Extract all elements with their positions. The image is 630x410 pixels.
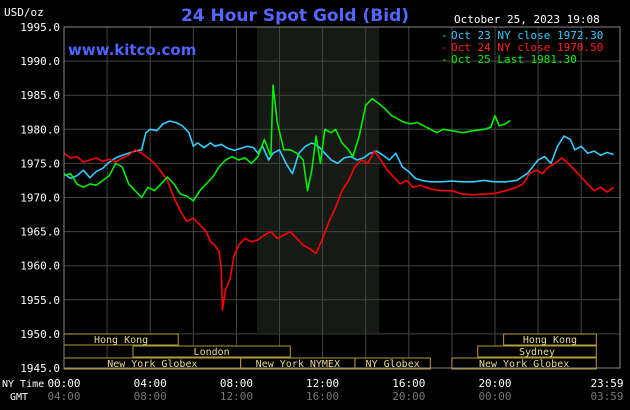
legend: - Oct 23 NY close 1972.30 - Oct 24 NY cl… bbox=[441, 29, 603, 66]
x-tick-labels: 00:00 04:00 08:00 12:00 16:00 20:00 23:5904:00… bbox=[47, 377, 623, 403]
legend-bullet: - bbox=[441, 29, 448, 42]
legend-entry-oct25: Oct 25 Last 1981.30 bbox=[451, 53, 577, 66]
session-bar bbox=[451, 357, 597, 370]
session-label: Hong Kong bbox=[94, 335, 148, 346]
legend-bullet: - bbox=[441, 53, 448, 66]
y-tick-label: 1970.0 bbox=[20, 192, 60, 205]
x-tick-label-gmt: 08:00 bbox=[134, 390, 167, 403]
x-tick-label-gmt: 20:00 bbox=[392, 390, 425, 403]
series-line-2 bbox=[63, 84, 511, 202]
session-label: Sydney bbox=[519, 347, 555, 358]
session-label: New York Globex bbox=[479, 359, 569, 370]
x-tick-label-gmt: 03:59 bbox=[590, 390, 623, 403]
chart-timestamp: October 25, 2023 19:08 bbox=[454, 13, 600, 26]
y-tick-labels: 1995.0 1990.0 1985.0 1980.0 1975.0 1970.0 1965… bbox=[20, 21, 60, 375]
y-tick-label: 1960.0 bbox=[20, 260, 60, 273]
legend-entry-oct24: Oct 24 NY close 1970.50 bbox=[451, 41, 603, 54]
x-tick-label-ny: 16:00 bbox=[392, 377, 425, 390]
gmt-label: GMT bbox=[10, 392, 28, 403]
y-tick-label: 1950.0 bbox=[20, 328, 60, 341]
session-bar bbox=[132, 345, 291, 358]
series-line-0 bbox=[63, 120, 614, 183]
session-label: Hong Kong bbox=[523, 335, 577, 346]
series-line-1 bbox=[63, 149, 614, 311]
session-label: London bbox=[194, 347, 230, 358]
y-tick-label: 1985.0 bbox=[20, 89, 60, 102]
y-tick-label: 1975.0 bbox=[20, 157, 60, 170]
session-label: New York NYMEX bbox=[256, 359, 340, 370]
x-tick-label-gmt: 12:00 bbox=[220, 390, 253, 403]
legend-entry-oct23: Oct 23 NY close 1972.30 bbox=[451, 29, 603, 42]
x-tick-label-gmt: 04:00 bbox=[47, 390, 80, 403]
plot-border bbox=[63, 26, 621, 369]
y-tick-label: 1965.0 bbox=[20, 226, 60, 239]
ny-time-label: NY Time bbox=[2, 379, 44, 390]
x-tick-label-gmt: 00:00 bbox=[478, 390, 511, 403]
x-tick-label-ny: 20:00 bbox=[478, 377, 511, 390]
session-label: New York Globex bbox=[107, 359, 197, 370]
session-bar bbox=[477, 345, 597, 358]
y-tick-label: 1995.0 bbox=[20, 21, 60, 34]
chart-title: 24 Hour Spot Gold (Bid) bbox=[181, 6, 409, 26]
kitco-watermark: www.kitco.com bbox=[68, 41, 196, 59]
y-tick-label: 1955.0 bbox=[20, 294, 60, 307]
x-tick-label-ny: 00:00 bbox=[47, 377, 80, 390]
x-tick-label-ny: 12:00 bbox=[306, 377, 339, 390]
y-tick-label: 1990.0 bbox=[20, 55, 60, 68]
y-tick-label: 1980.0 bbox=[20, 123, 60, 136]
session-bar bbox=[503, 333, 597, 346]
nymex-session-shade bbox=[257, 27, 379, 333]
legend-bullet: - bbox=[441, 41, 448, 54]
x-tick-label-ny: 08:00 bbox=[220, 377, 253, 390]
y-axis-unit: USD/oz bbox=[4, 6, 44, 19]
y-tick-label: 1945.0 bbox=[20, 362, 60, 375]
x-tick-label-ny: 04:00 bbox=[134, 377, 167, 390]
series-lines bbox=[63, 84, 614, 311]
session-bar bbox=[354, 357, 431, 370]
session-label: NY Globex bbox=[366, 359, 420, 370]
x-tick-label-gmt: 16:00 bbox=[306, 390, 339, 403]
x-tick-label-ny: 23:59 bbox=[590, 377, 623, 390]
